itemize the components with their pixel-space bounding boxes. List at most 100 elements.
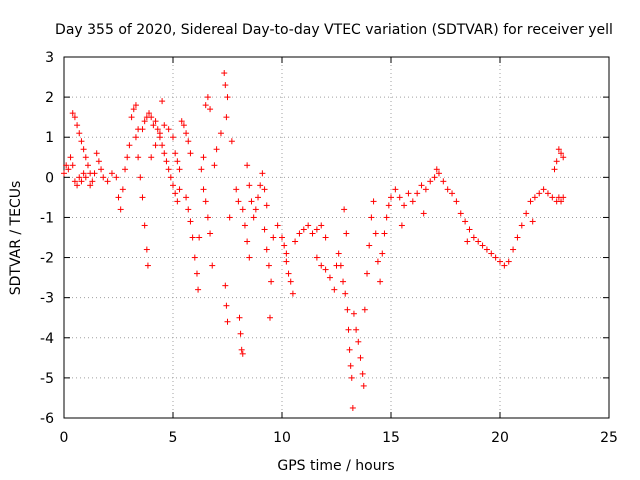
data-point bbox=[223, 114, 230, 121]
data-point bbox=[198, 166, 205, 173]
data-point bbox=[250, 214, 257, 221]
data-point bbox=[207, 230, 214, 237]
data-points bbox=[61, 70, 567, 411]
data-point bbox=[132, 102, 139, 109]
data-point bbox=[144, 262, 151, 269]
data-point bbox=[444, 186, 451, 193]
data-point bbox=[396, 194, 403, 201]
data-point bbox=[318, 262, 325, 269]
data-point bbox=[322, 234, 329, 241]
data-point bbox=[154, 126, 161, 133]
data-point bbox=[359, 370, 366, 377]
data-point bbox=[388, 194, 394, 201]
data-point bbox=[172, 190, 179, 197]
data-point bbox=[527, 198, 534, 205]
data-point bbox=[337, 262, 344, 269]
data-point bbox=[560, 154, 567, 161]
data-point bbox=[462, 218, 469, 225]
data-point bbox=[268, 278, 275, 285]
data-point bbox=[126, 142, 133, 149]
data-point bbox=[377, 278, 384, 285]
data-point bbox=[470, 234, 477, 241]
y-tick-label: -6 bbox=[40, 411, 54, 427]
data-point bbox=[63, 162, 70, 169]
data-point bbox=[488, 250, 495, 257]
data-point bbox=[497, 258, 503, 265]
data-point bbox=[176, 166, 183, 173]
data-point bbox=[65, 166, 72, 173]
data-point bbox=[529, 218, 536, 225]
data-point bbox=[510, 246, 517, 253]
data-point bbox=[335, 250, 342, 257]
data-point bbox=[322, 266, 329, 273]
data-point bbox=[211, 162, 218, 169]
data-point bbox=[117, 206, 124, 213]
data-point bbox=[128, 114, 135, 121]
data-point bbox=[204, 214, 211, 221]
data-point bbox=[457, 210, 464, 217]
data-point bbox=[345, 326, 352, 333]
data-point bbox=[209, 262, 216, 269]
data-point bbox=[69, 110, 76, 117]
data-point bbox=[202, 198, 209, 205]
data-point bbox=[531, 194, 538, 201]
data-point bbox=[82, 174, 89, 181]
data-point bbox=[69, 162, 76, 169]
data-point bbox=[398, 222, 405, 229]
data-point bbox=[130, 106, 137, 113]
data-point bbox=[156, 130, 163, 137]
data-point bbox=[331, 286, 338, 293]
data-point bbox=[318, 222, 325, 229]
data-point bbox=[344, 306, 351, 313]
grid-lines bbox=[64, 57, 609, 418]
data-point bbox=[224, 318, 231, 325]
data-point bbox=[170, 182, 176, 189]
data-point bbox=[178, 118, 185, 125]
data-point bbox=[196, 234, 203, 241]
data-point bbox=[165, 166, 172, 173]
data-point bbox=[141, 222, 148, 229]
data-point bbox=[195, 286, 202, 293]
data-point bbox=[183, 194, 190, 201]
data-point bbox=[246, 254, 253, 261]
y-tick-label: -3 bbox=[40, 291, 54, 307]
y-axis-label: SDTVAR / TECUs bbox=[8, 181, 24, 296]
data-point bbox=[174, 158, 181, 165]
data-point bbox=[244, 238, 251, 245]
data-point bbox=[553, 158, 560, 165]
data-point bbox=[405, 190, 412, 197]
data-point bbox=[74, 182, 81, 189]
data-point bbox=[252, 206, 259, 213]
data-point bbox=[449, 190, 456, 197]
data-point bbox=[119, 186, 126, 193]
data-point bbox=[305, 222, 312, 229]
data-point bbox=[422, 186, 429, 193]
data-point bbox=[274, 222, 281, 229]
data-point bbox=[87, 182, 94, 189]
data-point bbox=[172, 150, 179, 157]
data-point bbox=[238, 346, 245, 353]
data-point bbox=[100, 174, 107, 181]
data-point bbox=[122, 166, 129, 173]
data-point bbox=[241, 222, 248, 229]
x-tick-label: 20 bbox=[491, 430, 509, 446]
data-point bbox=[383, 214, 390, 221]
y-tick-label: -2 bbox=[40, 251, 54, 267]
data-point bbox=[152, 118, 159, 125]
data-point bbox=[143, 246, 150, 253]
data-point bbox=[159, 142, 166, 149]
data-point bbox=[104, 178, 111, 185]
data-point bbox=[549, 194, 556, 201]
data-point bbox=[189, 234, 196, 241]
data-point bbox=[237, 330, 244, 337]
data-point bbox=[222, 282, 229, 289]
data-point bbox=[536, 190, 543, 197]
data-point bbox=[187, 150, 194, 157]
y-tick-label: -1 bbox=[40, 210, 54, 226]
data-point bbox=[93, 150, 100, 157]
data-point bbox=[152, 142, 159, 149]
data-point bbox=[347, 362, 354, 369]
data-point bbox=[167, 174, 174, 181]
data-point bbox=[433, 166, 440, 173]
data-point bbox=[67, 154, 74, 161]
